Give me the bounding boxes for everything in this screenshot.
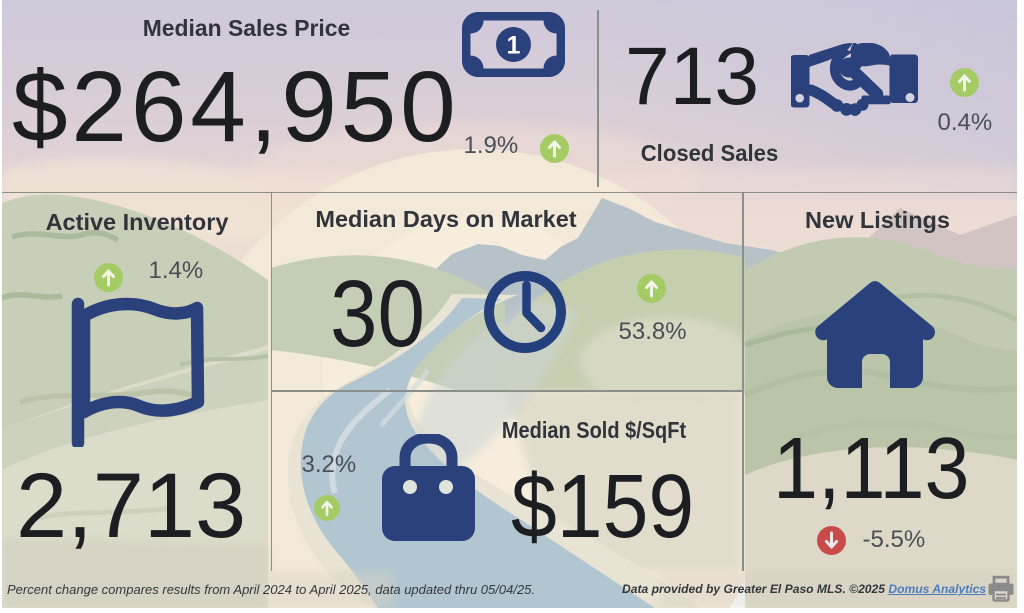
svg-text:1: 1: [507, 32, 521, 60]
